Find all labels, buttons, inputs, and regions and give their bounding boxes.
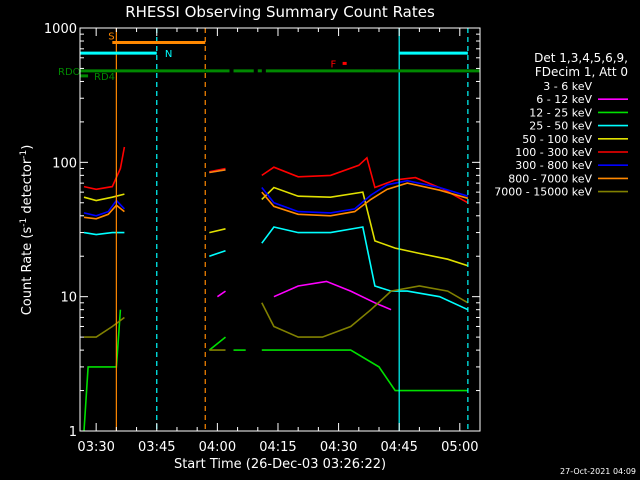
legend-header-line-2: FDecim 1, Att 0	[535, 65, 628, 79]
series-line-7000-15000-kev-seg-2	[261, 285, 469, 338]
y-tick-label-1: 1	[69, 425, 77, 440]
chart-title: RHESSI Observing Summary Count Rates	[125, 3, 435, 21]
series-line-12-25-kev-seg-0	[83, 309, 122, 432]
x-tick-label-04-15: 04:15	[259, 440, 296, 455]
y-axis-label-sup2: -1	[19, 150, 29, 159]
y-axis-label-main: Count Rate (s	[20, 227, 35, 316]
axis-layer: 1 10 100 1000 03:30 03:45 04:00 04:15 04:30 04:45…	[44, 22, 481, 455]
x-tick-label-04-45: 04:45	[380, 440, 417, 455]
series-line-12-25-kev-seg-1	[208, 336, 227, 351]
series-line-25-50-kev-seg-2	[261, 226, 469, 311]
legend-label-800-7000-kev: 800 - 7000 keV	[508, 172, 592, 185]
legend-label-50-100-kev: 50 - 100 keV	[522, 133, 592, 146]
legend-label-25-50-kev: 25 - 50 keV	[529, 120, 592, 133]
series-line-50-100-kev-seg-2	[261, 186, 469, 267]
series-line-50-100-kev-seg-0	[83, 193, 125, 202]
legend-label-300-800-kev: 300 - 800 keV	[515, 159, 592, 172]
flag-label-rdo: RDO	[58, 67, 81, 78]
x-tick-label-04-30: 04:30	[320, 440, 357, 455]
y-axis-label: Count Rate (s-1 detector-1)	[19, 145, 35, 316]
flag-label-n: N	[165, 49, 172, 60]
series-line-3-6-kev-seg-1	[216, 265, 227, 287]
y-axis-label-mid: detector	[20, 158, 35, 218]
legend-label-7000-15000-kev: 7000 - 15000 keV	[494, 186, 592, 199]
flag-layer: S N F RDO RD4	[58, 31, 480, 83]
x-tick-label-03-45: 03:45	[138, 440, 175, 455]
footer-timestamp: 27-Oct-2021 04:09	[560, 467, 636, 476]
y-axis-label-close: )	[20, 145, 35, 150]
series-line-100-300-kev-seg-0	[83, 146, 126, 191]
legend: Det 1,3,4,5,6,9, FDecim 1, Att 0 3 - 6 k…	[494, 51, 628, 199]
series-line-6-12-kev-seg-1	[216, 290, 226, 298]
marker-layer	[115, 28, 469, 431]
legend-label-6-12-kev: 6 - 12 keV	[536, 93, 592, 106]
series-line-50-100-kev-seg-1	[209, 228, 226, 234]
series-line-100-300-kev-seg-2	[261, 156, 469, 204]
x-tick-label-05-00: 05:00	[441, 440, 478, 455]
plot-frame	[79, 27, 481, 432]
flag-label-s: S	[108, 31, 114, 42]
y-axis-label-sup: -1	[19, 218, 29, 227]
legend-label-12-25-kev: 12 - 25 keV	[529, 106, 592, 119]
series-line-25-50-kev-seg-1	[209, 249, 226, 257]
flag-label-f: F	[331, 59, 337, 70]
y-tick-label-1000: 1000	[44, 22, 77, 37]
series-line-300-800-kev-seg-2	[261, 179, 469, 214]
flag-label-rd4: RD4	[94, 72, 115, 83]
series-layer	[83, 146, 469, 432]
series-line-300-800-kev-seg-0	[83, 199, 125, 217]
series-line-12-25-kev-seg-3	[261, 349, 468, 392]
legend-label-3-6-kev: 3 - 6 keV	[543, 80, 592, 93]
y-tick-label-10: 10	[60, 291, 77, 306]
legend-header-line-1: Det 1,3,4,5,6,9,	[534, 51, 628, 65]
series-line-25-50-kev-seg-0	[83, 231, 125, 236]
series-line-7000-15000-kev-seg-0	[84, 316, 125, 338]
series-line-800-7000-kev-seg-0	[83, 204, 125, 220]
series-line-800-7000-kev-seg-1	[209, 169, 226, 174]
legend-label-100-300-kev: 100 - 300 keV	[515, 146, 592, 159]
x-tick-label-04-00: 04:00	[199, 440, 236, 455]
y-tick-label-100: 100	[52, 156, 77, 171]
x-axis-label: Start Time (26-Dec-03 03:26:22)	[174, 457, 386, 472]
x-tick-label-03-30: 03:30	[77, 440, 114, 455]
series-line-800-7000-kev-seg-2	[261, 182, 469, 217]
